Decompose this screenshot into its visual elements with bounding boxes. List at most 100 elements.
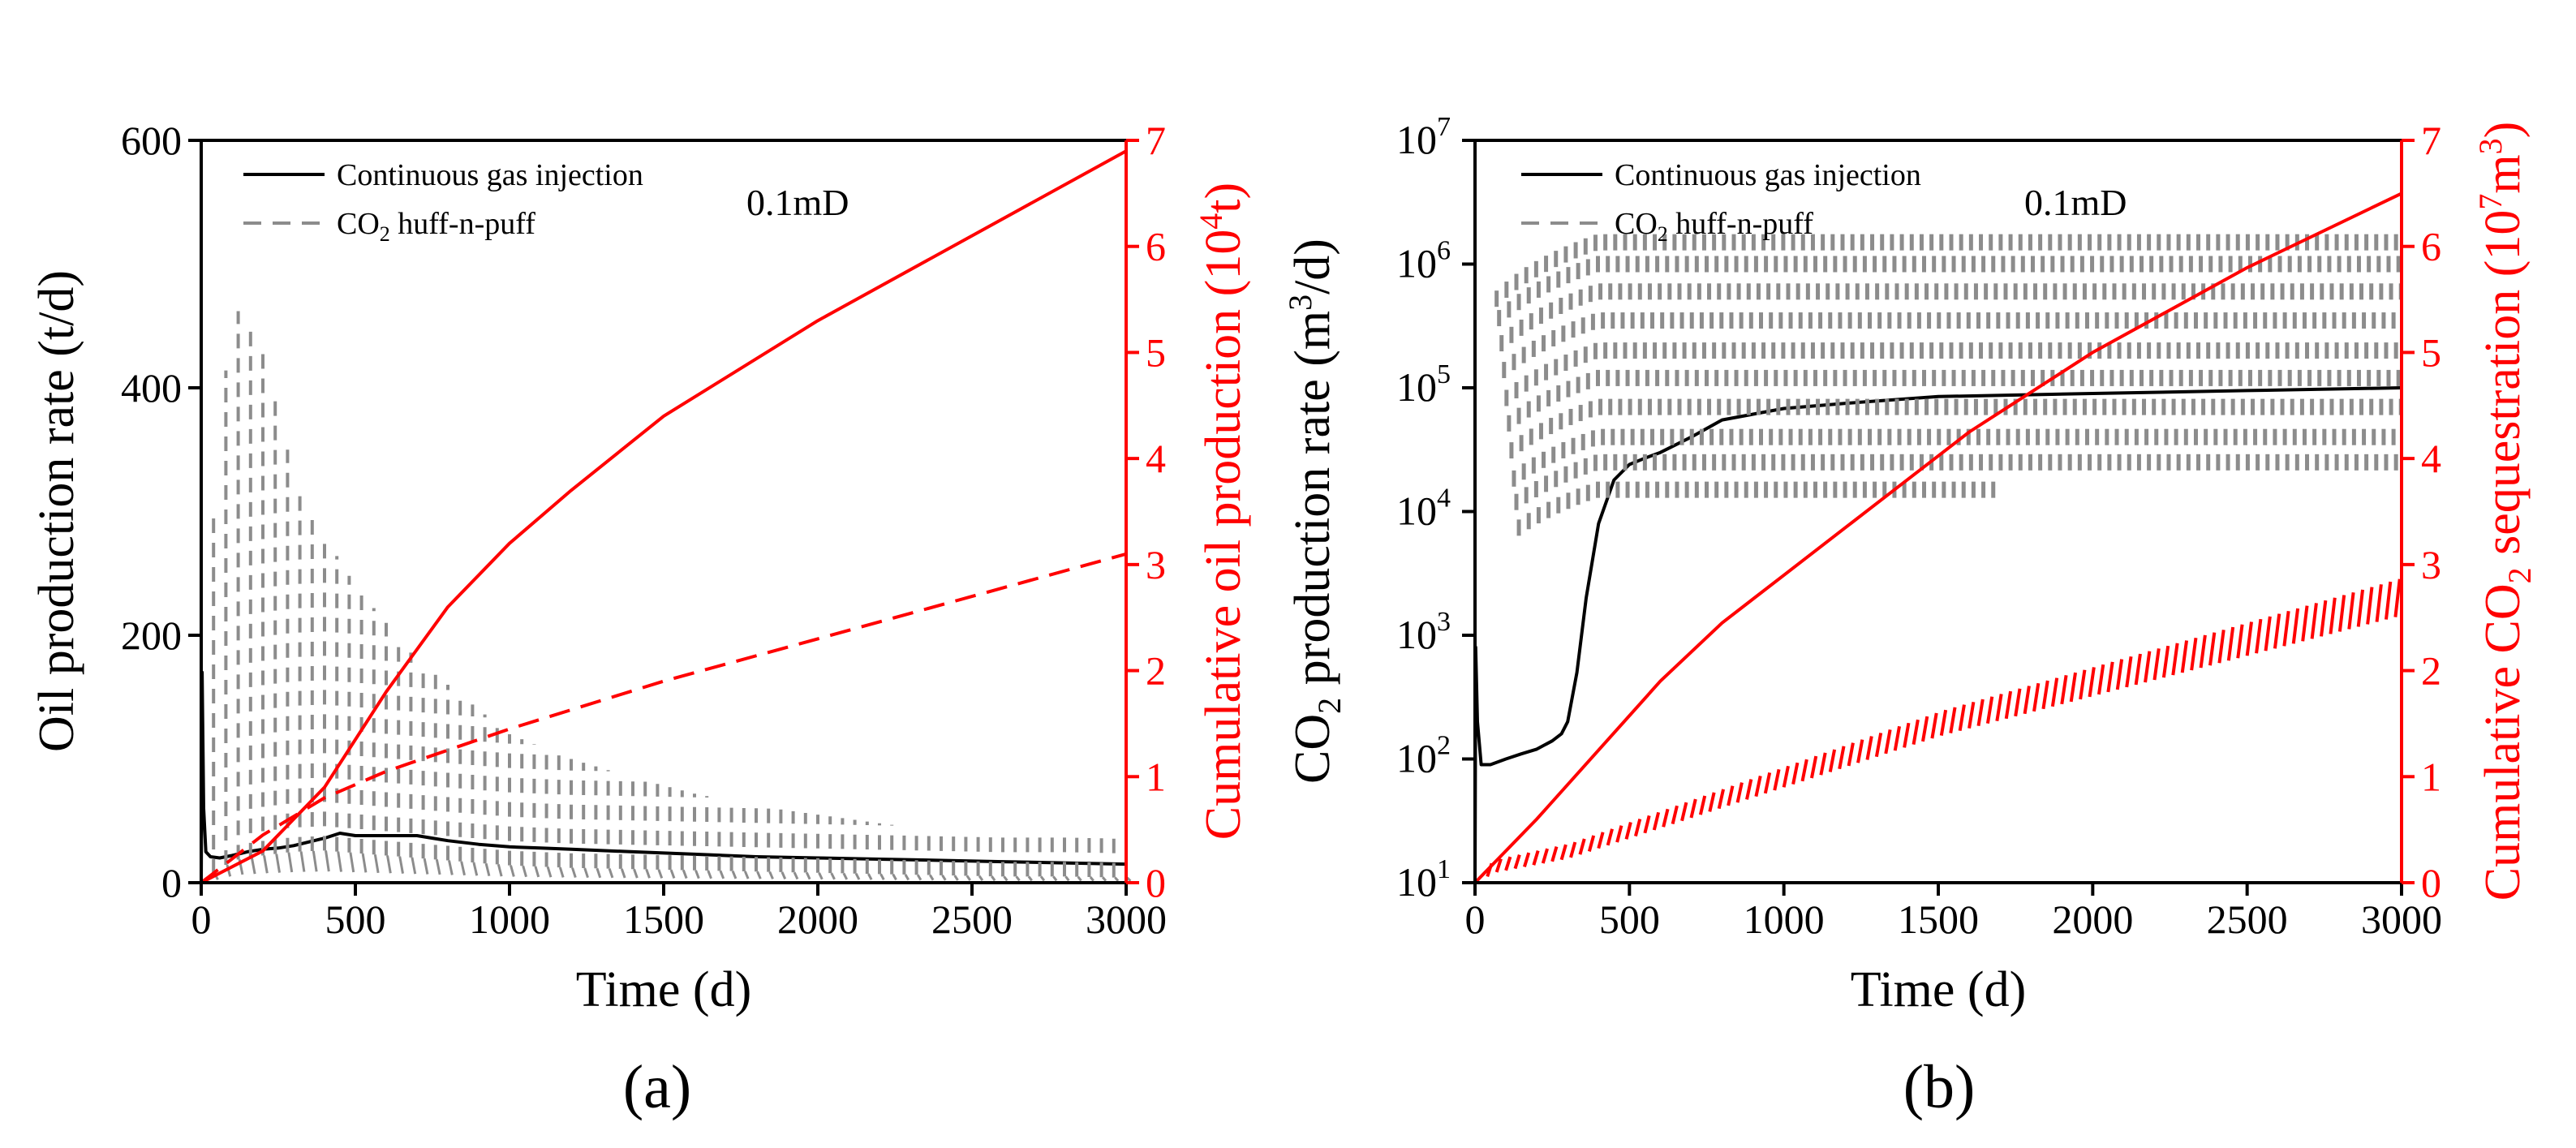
- huff-puff-spike: [695, 870, 700, 879]
- legend-continuous-label: Continuous gas injection: [337, 158, 643, 192]
- huff-puff-spike: [226, 864, 232, 877]
- y-right-tick-label: 2: [1146, 648, 1166, 694]
- sequestration-zigzag-mark: [2255, 618, 2263, 654]
- huff-puff-spike: [386, 855, 392, 874]
- huff-puff-spike: [904, 874, 910, 881]
- sequestration-zigzag-mark: [1680, 802, 1688, 822]
- sequestration-zigzag-mark: [1522, 852, 1531, 868]
- sequestration-zigzag-mark: [2161, 645, 2170, 678]
- sequestration-zigzag-mark: [1698, 795, 1707, 815]
- sequestration-zigzag-mark: [1958, 704, 1966, 731]
- legend-huff-label: CO2 huff-n-puff: [1615, 207, 1813, 246]
- y-right-tick-label: 4: [1146, 436, 1166, 481]
- huff-puff-spike: [448, 860, 454, 875]
- huff-puff-spike: [793, 871, 799, 880]
- y-right-tick-label: 2: [2421, 648, 2441, 694]
- sequestration-zigzag-mark: [2264, 616, 2272, 651]
- sequestration-zigzag-mark: [2347, 591, 2355, 630]
- sequestration-zigzag-mark: [1800, 759, 1808, 782]
- sequestration-zigzag-mark: [1652, 811, 1661, 831]
- sequestration-zigzag-mark: [1949, 707, 1957, 733]
- huff-puff-spike: [929, 874, 935, 881]
- x-tick-label: 500: [325, 896, 386, 942]
- sequestration-zigzag-mark: [1838, 746, 1846, 770]
- y-tick-label: 200: [121, 613, 182, 658]
- x-tick-label: 3000: [1086, 896, 1167, 942]
- sequestration-zigzag-mark: [1893, 725, 1902, 751]
- y-right-tick-label: 5: [2421, 329, 2441, 375]
- sequestration-zigzag-mark: [1828, 749, 1837, 772]
- huff-puff-spike: [534, 866, 540, 878]
- sequestration-zigzag-mark: [2282, 611, 2290, 647]
- huff-puff-spike: [583, 867, 589, 879]
- y-tick-label: 106: [1396, 236, 1451, 286]
- panel-b-marks: [1473, 191, 2403, 884]
- panel-a-series-2-line: [200, 149, 1127, 884]
- huff-puff-spike: [978, 875, 984, 881]
- panel-a: 0 500 1000 1500 2000 2500 30000200400600012345…: [29, 118, 1251, 1121]
- sequestration-zigzag-mark: [1662, 808, 1670, 828]
- panel-a-ticks: 0 500 1000 1500 2000 2500 30000200400600012345…: [121, 118, 1167, 942]
- huff-puff-spike: [669, 869, 676, 879]
- sequestration-zigzag-mark: [2375, 584, 2383, 622]
- sequestration-zigzag-mark: [1939, 709, 1948, 736]
- sequestration-zigzag-mark: [1587, 835, 1596, 852]
- huff-puff-spike: [892, 873, 897, 881]
- sequestration-zigzag-mark: [1532, 849, 1540, 866]
- huff-puff-spike: [361, 853, 368, 873]
- sequestration-zigzag-mark: [1819, 752, 1827, 776]
- sequestration-zigzag-mark: [2190, 637, 2198, 671]
- huff-puff-spike: [299, 851, 306, 872]
- y-tick-label: 103: [1396, 607, 1451, 657]
- sequestration-zigzag-mark: [1624, 822, 1632, 840]
- sequestration-zigzag-mark: [2329, 597, 2337, 634]
- huff-puff-spike: [522, 865, 527, 878]
- y-tick-label: 600: [121, 118, 182, 163]
- sequestration-zigzag-mark: [1967, 701, 1976, 729]
- sequestration-zigzag-mark: [1847, 742, 1855, 767]
- huff-puff-spike: [965, 875, 971, 881]
- sequestration-zigzag-mark: [2180, 640, 2189, 673]
- huff-puff-spike: [1027, 875, 1033, 882]
- x-tick-label: 1500: [1898, 896, 1979, 942]
- sequestration-zigzag-mark: [1606, 828, 1614, 846]
- y-tick-label: 104: [1396, 484, 1451, 534]
- sequestration-zigzag-mark: [2310, 603, 2318, 639]
- sequestration-zigzag-mark: [1763, 772, 1772, 794]
- x-tick-label: 0: [191, 896, 212, 942]
- legend-huff-label: CO2 huff-n-puff: [337, 207, 535, 246]
- panel-b-series-3-zigzag: [1486, 578, 2402, 877]
- huff-puff-spike: [1126, 876, 1132, 882]
- y-tick-label: 105: [1396, 359, 1451, 410]
- sequestration-zigzag-mark: [2134, 653, 2142, 686]
- huff-puff-spike: [497, 864, 503, 877]
- sequestration-zigzag-mark: [1754, 776, 1762, 798]
- sequestration-zigzag-mark: [1912, 719, 1920, 745]
- huff-puff-spike: [460, 861, 466, 876]
- huff-puff-spike: [1003, 875, 1008, 882]
- huff-puff-spike: [818, 872, 824, 880]
- sequestration-zigzag-mark: [2060, 675, 2068, 705]
- y-right-tick-label: 6: [1146, 224, 1166, 269]
- sequestration-zigzag-mark: [1985, 696, 1994, 724]
- sequestration-zigzag-mark: [2366, 587, 2374, 625]
- x-tick-label: 0: [1465, 896, 1486, 942]
- sequestration-zigzag-mark: [1541, 848, 1549, 864]
- sequestration-zigzag-mark: [1578, 838, 1586, 855]
- sequestration-zigzag-mark: [1569, 841, 1577, 858]
- x-tick-label: 1500: [623, 896, 704, 942]
- sequestration-zigzag-mark: [1597, 832, 1605, 849]
- x-tick-label: 2500: [2207, 896, 2288, 942]
- y-right-tick-label: 0: [2421, 860, 2441, 905]
- sequestration-zigzag-mark: [2273, 613, 2281, 649]
- y-tick-label: 400: [121, 365, 182, 411]
- y-right-tick-label: 1: [2421, 754, 2441, 799]
- huff-puff-spike: [941, 875, 947, 881]
- huff-puff-spike: [287, 852, 294, 873]
- huff-puff-spike: [472, 862, 479, 876]
- panel-a-series-0-line: [200, 670, 1127, 884]
- x-tick-label: 500: [1599, 896, 1660, 942]
- panel-b-ylabel-right: Cumulative CO2 sequestration (107m3): [2472, 122, 2538, 901]
- y-right-tick-label: 5: [1146, 329, 1166, 375]
- huff-puff-spike: [1052, 875, 1058, 882]
